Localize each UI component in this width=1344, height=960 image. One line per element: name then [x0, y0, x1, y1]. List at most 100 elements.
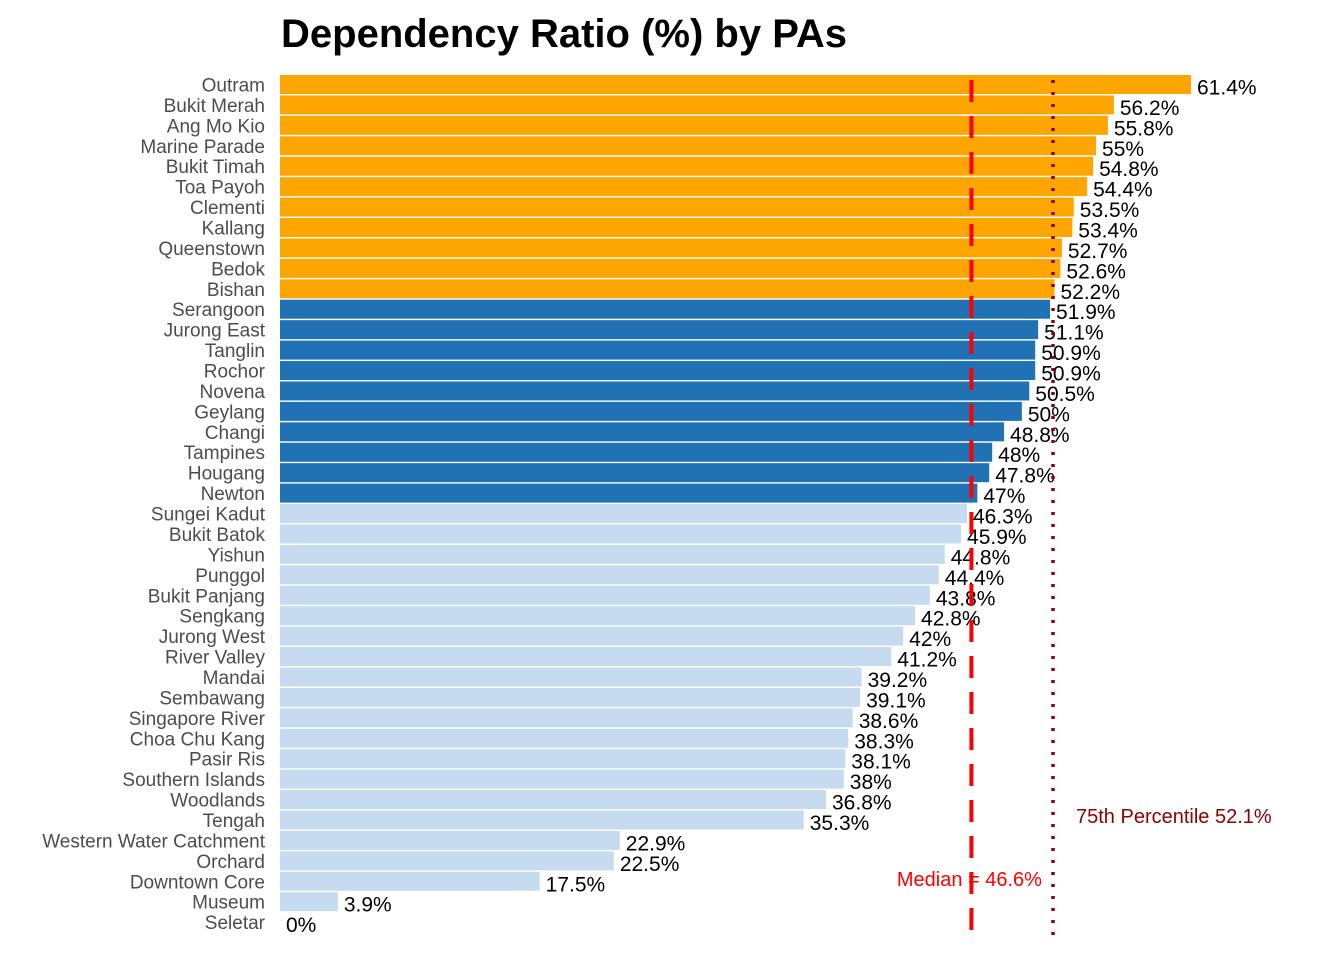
bar-tampines — [280, 442, 993, 462]
bar-museum — [280, 892, 338, 912]
category-label-bishan: Bishan — [207, 280, 265, 301]
reference-lines-group: Median = 46.6% 75th Percentile 52.1% — [897, 80, 1272, 938]
bar-bedok — [280, 258, 1061, 278]
category-label-punggol: Punggol — [195, 566, 265, 587]
category-label-sembawang: Sembawang — [159, 688, 265, 709]
value-label-tanglin: 50.9% — [1041, 342, 1101, 365]
category-label-jurong-east: Jurong East — [164, 321, 266, 342]
value-label-newton: 47% — [983, 485, 1025, 508]
bar-bukit-merah — [280, 95, 1114, 115]
value-label-sembawang: 39.1% — [866, 689, 926, 712]
category-label-river-valley: River Valley — [165, 648, 265, 669]
bar-ang-mo-kio — [280, 115, 1108, 135]
value-label-singapore-river: 38.6% — [859, 710, 919, 733]
value-label-tampines: 48% — [998, 444, 1040, 467]
category-label-tampines: Tampines — [184, 443, 265, 464]
value-label-toa-payoh: 54.4% — [1093, 179, 1153, 202]
bar-punggol — [280, 565, 939, 585]
bar-bishan — [280, 279, 1055, 299]
value-label-bedok: 52.6% — [1066, 260, 1126, 283]
category-label-pasir-ris: Pasir Ris — [189, 750, 265, 771]
category-label-tengah: Tengah — [203, 811, 265, 832]
value-label-museum: 3.9% — [344, 894, 392, 917]
category-label-western-water-catchment: Western Water Catchment — [42, 831, 266, 852]
bar-mandai — [280, 667, 862, 687]
value-label-southern-islands: 38% — [850, 771, 892, 794]
category-label-sungei-kadut: Sungei Kadut — [151, 505, 266, 526]
bar-queenstown — [280, 238, 1062, 258]
value-label-punggol: 44.4% — [945, 567, 1005, 590]
bar-jurong-west — [280, 626, 904, 646]
value-label-tengah: 35.3% — [810, 812, 870, 835]
category-label-clementi: Clementi — [190, 198, 265, 219]
category-label-kallang: Kallang — [202, 219, 265, 240]
category-label-jurong-west: Jurong West — [159, 627, 266, 648]
value-label-bukit-panjang: 43.8% — [936, 587, 996, 610]
category-label-woodlands: Woodlands — [170, 791, 265, 812]
bar-downtown-core — [280, 871, 540, 891]
bar-rochor — [280, 361, 1036, 381]
bar-pasir-ris — [280, 749, 846, 769]
bar-sungei-kadut — [280, 504, 967, 524]
value-label-mandai: 39.2% — [868, 669, 928, 692]
value-label-seletar: 0% — [286, 914, 316, 937]
value-label-clementi: 53.5% — [1080, 199, 1140, 222]
percentile-75-label: 75th Percentile 52.1% — [1076, 806, 1272, 828]
bar-bukit-timah — [280, 156, 1094, 176]
category-label-marine-parade: Marine Parade — [140, 137, 265, 158]
value-label-sungei-kadut: 46.3% — [973, 506, 1033, 529]
bar-woodlands — [280, 790, 827, 810]
value-label-jurong-east: 51.1% — [1044, 322, 1104, 345]
category-label-hougang: Hougang — [188, 464, 265, 485]
value-label-pasir-ris: 38.1% — [851, 751, 911, 774]
bar-tengah — [280, 810, 804, 830]
bar-novena — [280, 381, 1030, 401]
value-label-bishan: 52.2% — [1060, 281, 1120, 304]
category-label-geylang: Geylang — [194, 402, 265, 423]
bar-hougang — [280, 463, 990, 483]
value-label-serangoon: 51.9% — [1056, 301, 1116, 324]
category-label-changi: Changi — [205, 423, 265, 444]
category-label-orchard: Orchard — [196, 852, 265, 873]
value-label-outram: 61.4% — [1197, 77, 1257, 100]
category-label-outram: Outram — [202, 76, 265, 97]
category-label-singapore-river: Singapore River — [129, 709, 266, 730]
bar-geylang — [280, 401, 1022, 421]
category-label-bedok: Bedok — [211, 259, 265, 280]
category-label-mandai: Mandai — [203, 668, 265, 689]
bar-southern-islands — [280, 769, 844, 789]
value-label-jurong-west: 42% — [909, 628, 951, 651]
category-label-bukit-batok: Bukit Batok — [169, 525, 266, 546]
bar-river-valley — [280, 647, 892, 667]
bar-sembawang — [280, 687, 861, 707]
value-label-downtown-core: 17.5% — [546, 873, 606, 896]
category-label-newton: Newton — [201, 484, 265, 505]
bar-jurong-east — [280, 320, 1039, 340]
category-label-bukit-panjang: Bukit Panjang — [148, 586, 265, 607]
bar-kallang — [280, 218, 1073, 238]
bar-bukit-batok — [280, 524, 962, 544]
value-label-hougang: 47.8% — [995, 465, 1055, 488]
bar-outram — [280, 75, 1191, 94]
value-label-novena: 50.5% — [1035, 383, 1095, 406]
category-label-bukit-merah: Bukit Merah — [164, 96, 265, 117]
chart-title: Dependency Ratio (%) by PAs — [281, 12, 847, 56]
bar-western-water-catchment — [280, 830, 620, 850]
category-label-novena: Novena — [200, 382, 266, 403]
bars-group — [280, 75, 1191, 912]
median-label: Median = 46.6% — [897, 869, 1042, 891]
category-label-serangoon: Serangoon — [172, 300, 265, 321]
bar-tanglin — [280, 340, 1036, 360]
value-label-ang-mo-kio: 55.8% — [1114, 117, 1174, 140]
value-label-western-water-catchment: 22.9% — [626, 832, 686, 855]
category-label-queenstown: Queenstown — [158, 239, 265, 260]
bar-marine-parade — [280, 136, 1097, 156]
value-label-marine-parade: 55% — [1102, 138, 1144, 161]
bar-newton — [280, 483, 978, 503]
category-label-tanglin: Tanglin — [205, 341, 265, 362]
bar-orchard — [280, 851, 614, 871]
value-label-river-valley: 41.2% — [897, 649, 957, 672]
category-label-seletar: Seletar — [205, 913, 266, 934]
bar-bukit-panjang — [280, 585, 930, 605]
